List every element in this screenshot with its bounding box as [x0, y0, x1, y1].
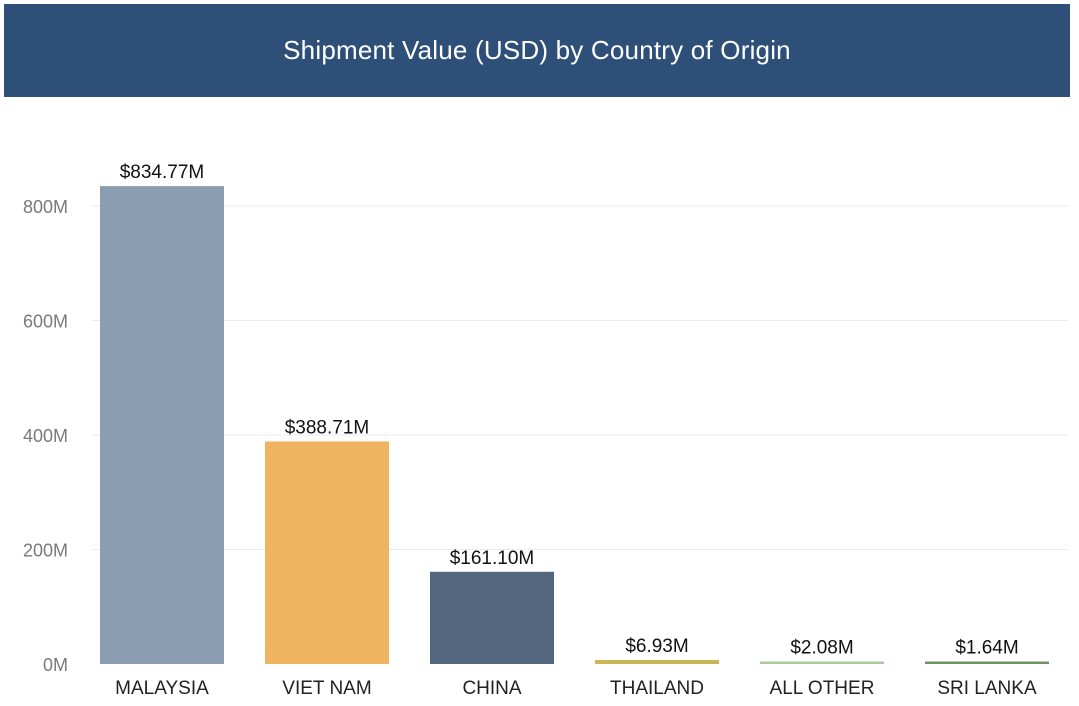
- x-tick-label: THAILAND: [610, 678, 704, 699]
- y-tick-label: 0M: [43, 655, 68, 675]
- data-labels: $834.77M $388.71M $161.10M $6.93M $2.08M $1.6…: [120, 162, 1019, 658]
- data-label: $388.71M: [285, 417, 370, 438]
- bar: [595, 660, 719, 664]
- x-axis-ticks: MALAYSIA VIET NAM CHINA THAILAND ALL OTHER SR…: [115, 678, 1037, 699]
- x-tick-label: CHINA: [462, 678, 521, 699]
- bar: [265, 441, 389, 664]
- chart-title: Shipment Value (USD) by Country of Origi…: [283, 35, 791, 65]
- data-label: $6.93M: [625, 636, 688, 657]
- x-tick-label: SRI LANKA: [937, 678, 1037, 699]
- x-tick-label: ALL OTHER: [770, 678, 875, 699]
- bar: [925, 661, 1049, 664]
- gridlines: [92, 205, 1068, 550]
- x-tick-label: VIET NAM: [282, 678, 371, 699]
- bar: [760, 661, 884, 664]
- y-tick-label: 200M: [23, 541, 68, 561]
- data-label: $834.77M: [120, 162, 205, 183]
- y-axis-ticks: 0M 200M 400M 600M 800M: [23, 197, 68, 675]
- y-tick-label: 800M: [23, 197, 68, 217]
- y-tick-label: 600M: [23, 312, 68, 332]
- y-tick-label: 400M: [23, 426, 68, 446]
- bar: [100, 186, 224, 664]
- x-tick-label: MALAYSIA: [115, 678, 209, 699]
- bar: [430, 571, 554, 664]
- data-label: $1.64M: [955, 638, 1018, 659]
- data-label: $2.08M: [790, 638, 853, 659]
- data-label: $161.10M: [450, 548, 535, 569]
- bars: [100, 186, 1049, 664]
- chart-title-bar: Shipment Value (USD) by Country of Origi…: [4, 4, 1070, 97]
